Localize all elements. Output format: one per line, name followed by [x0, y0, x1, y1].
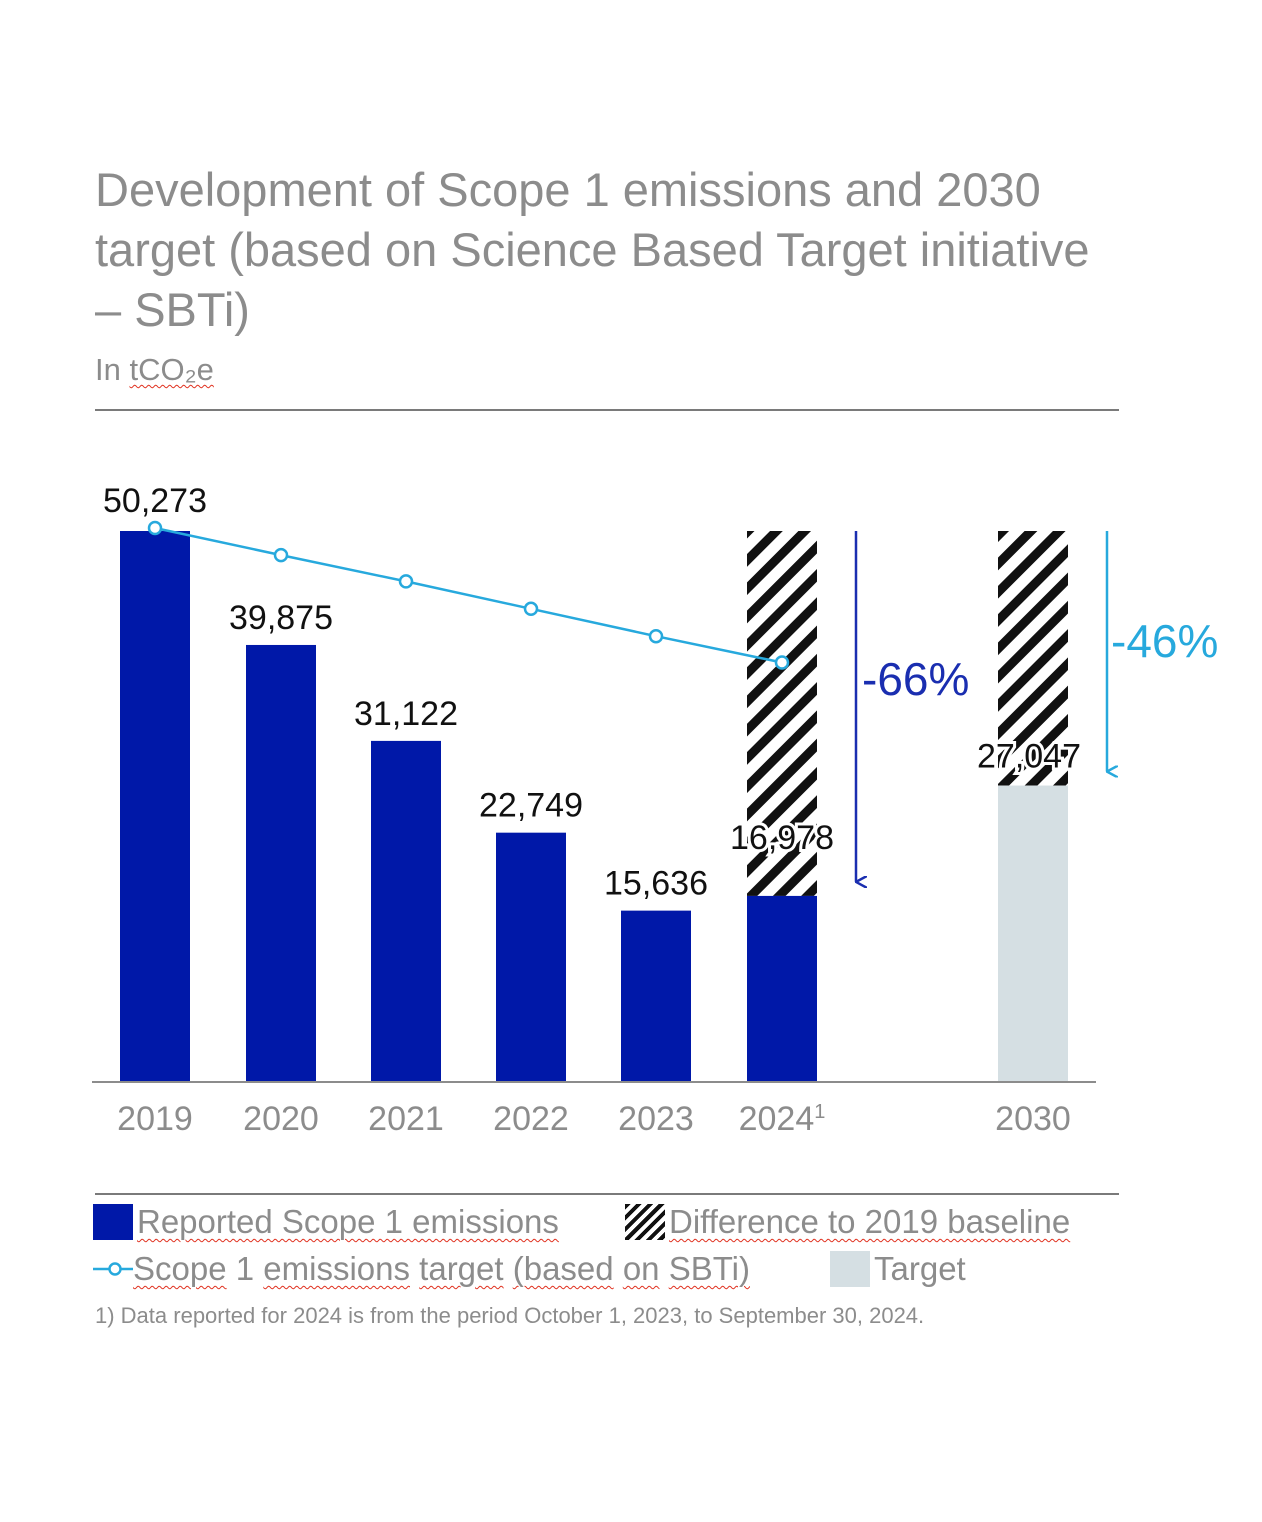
x-tick-label-2020: 2020 [243, 1100, 319, 1138]
value-label-2019: 50,273 [103, 482, 207, 520]
legend-swatch-reported [93, 1204, 133, 1240]
target-line-point [147, 520, 163, 536]
legend-label-difference: Difference to 2019 baseline [669, 1203, 1071, 1240]
legend-label-target: Target [874, 1250, 966, 1287]
reduction-label-2030: -46% [1111, 615, 1218, 667]
reported-bar-2021 [371, 740, 441, 1082]
x-tick-label-2022: 2022 [493, 1100, 569, 1138]
legend-swatch-difference [625, 1204, 665, 1240]
x-tick-label-2023: 2023 [618, 1100, 694, 1138]
unit-chem: tCO₂e [129, 352, 214, 387]
labels-layer: 50,273 39,875 31,122 22,749 15,636 16,978 27,0… [103, 482, 1218, 1138]
legend-target-line-word: SBTi) [668, 1250, 750, 1287]
legend-item-difference: Difference to 2019 baseline [625, 1203, 1070, 1241]
value-label-2022: 22,749 [479, 787, 583, 825]
legend-item-target: Target [830, 1250, 966, 1288]
x-tick-superscript: 1 [814, 1101, 825, 1123]
reported-bar-2019 [120, 531, 190, 1082]
target-line-layer [147, 520, 790, 670]
legend-item-reported: Reported Scope 1 emissions [93, 1203, 559, 1241]
target-line-path [154, 526, 783, 664]
value-label-2023: 15,636 [604, 865, 708, 903]
title-divider [95, 409, 1119, 411]
reported-bar-2022 [496, 832, 566, 1082]
legend-target-line-word: (based [512, 1250, 614, 1287]
legend-divider [95, 1193, 1119, 1195]
x-tick-label-2030: 2030 [995, 1100, 1071, 1138]
difference-bar-2024 [747, 531, 817, 896]
legend-target-line-word: target [419, 1250, 504, 1287]
target-line-point [774, 655, 790, 670]
difference-bar-2030 [998, 531, 1068, 786]
value-label-2020: 39,875 [229, 599, 333, 637]
value-label-2024: 16,978 [730, 819, 834, 857]
target-line-point [648, 628, 664, 644]
legend-label-reported: Reported Scope 1 emissions [137, 1203, 559, 1240]
chart-title: Development of Scope 1 emissions and 203… [95, 163, 1090, 336]
reported-bar-2023 [621, 910, 691, 1082]
x-tick-label-2021: 2021 [368, 1100, 444, 1138]
legend-label-target-line: Scope 1 emissions target (based on SBTi) [133, 1250, 750, 1288]
reported-bar-2020 [246, 644, 316, 1082]
legend-target-line-word: on [622, 1250, 660, 1287]
legend-target-line-word: Scope [133, 1250, 227, 1287]
legend-item-target-line: Scope 1 emissions target (based on SBTi) [93, 1250, 750, 1288]
chart-area: 50,273 39,875 31,122 22,749 15,636 16,978 27,0… [92, 482, 1218, 1138]
reported-bar-2024 [747, 895, 817, 1082]
footnote: 1) Data reported for 2024 is from the pe… [95, 1303, 925, 1328]
unit-label: In tCO₂e [95, 352, 214, 388]
legend-target-line-word: 1 [235, 1250, 255, 1287]
legend-swatch-target [830, 1251, 870, 1287]
value-label-target-2030: 27,047 [977, 738, 1081, 776]
target-line-point [398, 574, 414, 589]
x-tick-label-2024: 20241 [739, 1100, 826, 1138]
legend-target-line-word: emissions [263, 1250, 410, 1287]
target-bar-2030 [998, 785, 1068, 1082]
x-tick-label-2019: 2019 [117, 1100, 193, 1138]
legend-line-icon [93, 1262, 133, 1276]
value-label-2021: 31,122 [354, 695, 458, 733]
target-line-point [523, 601, 539, 617]
unit-prefix: In [95, 352, 130, 387]
reduction-label-2024: -66% [862, 653, 969, 705]
target-line-point [273, 547, 289, 563]
bars-layer [120, 531, 1068, 1082]
